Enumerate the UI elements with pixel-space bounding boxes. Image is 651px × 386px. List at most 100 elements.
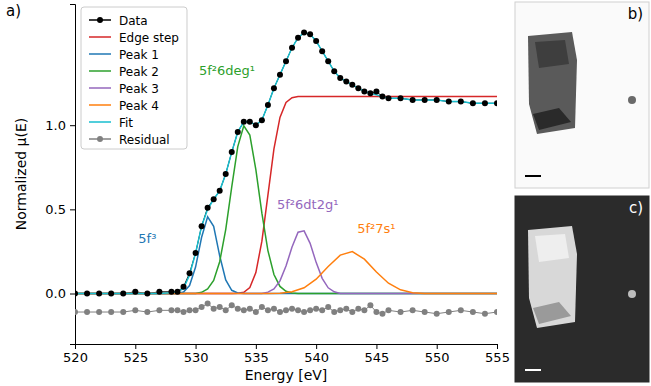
legend-swatch xyxy=(89,53,111,55)
data-point xyxy=(446,309,452,315)
annotation: 5f²6deg¹ xyxy=(199,63,255,78)
tick-mark xyxy=(70,294,75,295)
tick-label: 520 xyxy=(63,350,88,365)
data-point xyxy=(482,100,488,106)
legend-entry: Peak 4 xyxy=(89,99,159,113)
data-point xyxy=(410,307,416,313)
data-point xyxy=(325,304,331,310)
data-point xyxy=(313,306,319,312)
data-point xyxy=(319,48,325,54)
scale-bar xyxy=(525,369,541,371)
data-point xyxy=(181,284,187,290)
x-axis-line xyxy=(76,345,498,350)
data-point xyxy=(211,196,217,202)
data-point xyxy=(331,309,337,315)
data-point xyxy=(373,309,379,315)
scale-bar xyxy=(525,175,541,177)
tick-label: 535 xyxy=(244,350,269,365)
data-point xyxy=(174,307,180,313)
data-point xyxy=(349,82,355,88)
data-point xyxy=(144,291,150,297)
data-point xyxy=(271,85,277,91)
data-point xyxy=(241,119,247,125)
x-axis: 520525530535540545550555 xyxy=(63,344,510,365)
legend-entry: Edge step xyxy=(89,31,179,45)
particle-detail xyxy=(533,108,571,130)
y-axis-line xyxy=(70,5,76,345)
legend-entry: Peak 2 xyxy=(89,65,159,79)
series-line xyxy=(75,126,497,294)
data-point xyxy=(247,306,253,312)
legend-label: Data xyxy=(119,14,148,28)
legend-marker xyxy=(97,17,103,23)
data-point xyxy=(193,250,199,256)
series-line xyxy=(75,252,497,294)
data-point xyxy=(259,304,265,310)
legend-swatch xyxy=(89,70,111,72)
data-point xyxy=(259,117,265,123)
data-point xyxy=(187,307,193,313)
tick-label: 540 xyxy=(304,350,329,365)
data-point xyxy=(446,99,452,105)
legend-label: Peak 3 xyxy=(119,82,159,96)
tick: 520 xyxy=(63,344,88,365)
legend: Data Edge step Peak 1 Peak 2 Peak 3 Peak 4 Fit… xyxy=(81,7,187,149)
series-line xyxy=(75,33,497,294)
data-point xyxy=(229,149,235,155)
image-frame xyxy=(515,196,649,382)
tick: 0.0 xyxy=(45,286,75,301)
series-line xyxy=(75,217,497,294)
data-point xyxy=(132,289,138,295)
data-point xyxy=(373,89,379,95)
data-point xyxy=(295,35,301,41)
data-point xyxy=(289,306,295,312)
annotation: 5f³ xyxy=(138,231,156,246)
legend-label: Peak 4 xyxy=(119,99,159,113)
data-point xyxy=(96,291,102,297)
data-point xyxy=(187,270,193,276)
data-point xyxy=(422,97,428,103)
data-point xyxy=(307,31,313,37)
series-line xyxy=(75,231,497,294)
data-point xyxy=(223,307,229,313)
data-point xyxy=(355,306,361,312)
tick: 555 xyxy=(485,344,510,365)
particle-detail xyxy=(535,234,569,262)
legend-entry: Residual xyxy=(89,133,170,147)
data-point xyxy=(241,307,247,313)
tick-mark xyxy=(135,344,136,349)
data-point xyxy=(307,307,313,313)
particle xyxy=(528,226,577,328)
series-line xyxy=(75,304,497,314)
data-point xyxy=(458,99,464,105)
data-point xyxy=(355,85,361,91)
data-point xyxy=(211,306,217,312)
legend-entry: Peak 1 xyxy=(89,48,159,62)
data-point xyxy=(217,304,223,310)
legend-entry: Fit xyxy=(89,116,133,130)
y-axis-title: Normalized μ(E) xyxy=(13,118,29,231)
tick-label: 550 xyxy=(425,350,450,365)
image-frame xyxy=(515,2,649,188)
data-point xyxy=(75,291,78,297)
data-point xyxy=(331,68,337,74)
tick: 1.0 xyxy=(45,118,75,133)
y-axis: 0.00.51.0 xyxy=(45,5,75,345)
data-point xyxy=(253,309,259,315)
data-point xyxy=(265,102,271,108)
legend-label: Peak 1 xyxy=(119,48,159,62)
data-point xyxy=(367,90,373,96)
data-point xyxy=(458,307,464,313)
data-point xyxy=(247,119,253,125)
data-point xyxy=(235,129,241,135)
tick: 535 xyxy=(244,344,269,365)
x-axis-title: Energy [eV] xyxy=(245,367,328,383)
data-point xyxy=(301,309,307,315)
data-point xyxy=(361,89,367,95)
data-point xyxy=(75,309,78,315)
data-point xyxy=(108,291,114,297)
data-point xyxy=(295,307,301,313)
panel-label: b) xyxy=(628,5,643,23)
annotation: 5f²7s¹ xyxy=(357,221,395,236)
figure: 5205255305355405455505550.00.51.05f³5f²6… xyxy=(0,0,651,386)
